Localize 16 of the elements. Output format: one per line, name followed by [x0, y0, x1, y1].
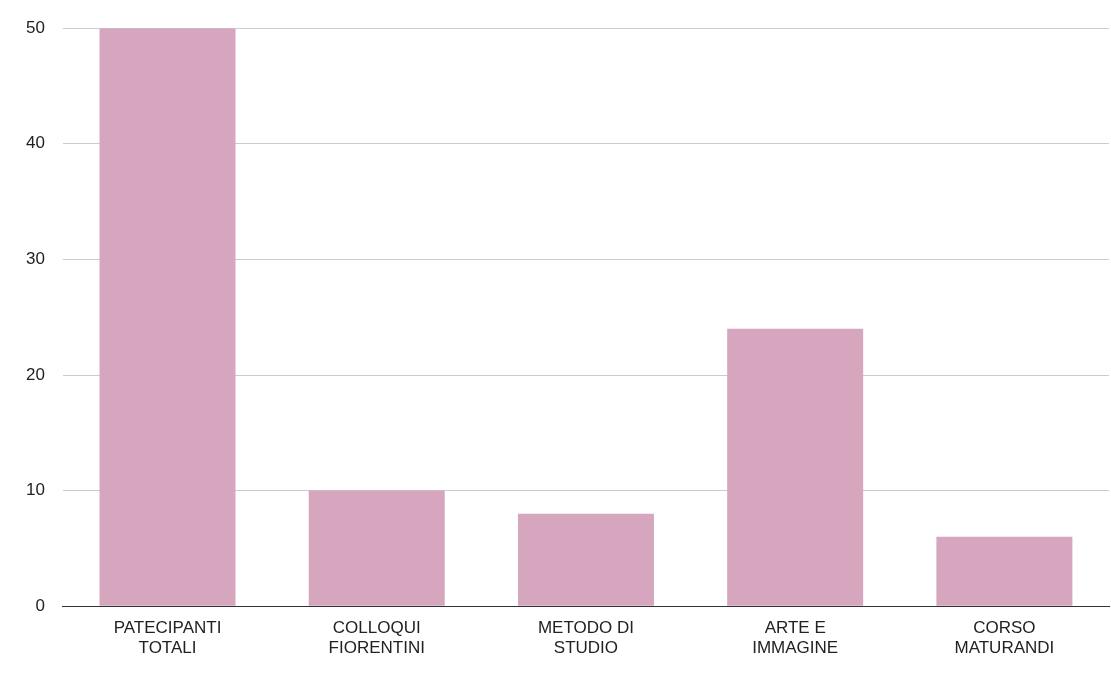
y-tick-label: 0: [35, 595, 45, 615]
bar: [936, 536, 1073, 606]
bar: [517, 513, 654, 606]
x-tick-label: PATECIPANTI TOTALI: [113, 618, 222, 658]
x-tick-label: COLLOQUI FIORENTINI: [328, 618, 425, 658]
x-tick-label: ARTE E IMMAGINE: [752, 618, 839, 658]
y-tick-label: 10: [25, 480, 45, 500]
y-tick-label: 40: [25, 133, 45, 153]
x-tick-label: METODO DI STUDIO: [537, 618, 634, 658]
y-tick-label: 30: [25, 249, 45, 269]
bar: [99, 28, 236, 606]
bar: [727, 328, 864, 606]
x-tick-label: CORSO MATURANDI: [954, 618, 1055, 658]
y-tick-label: 20: [25, 364, 45, 384]
bar: [308, 490, 445, 606]
y-tick-label: 50: [25, 17, 45, 37]
